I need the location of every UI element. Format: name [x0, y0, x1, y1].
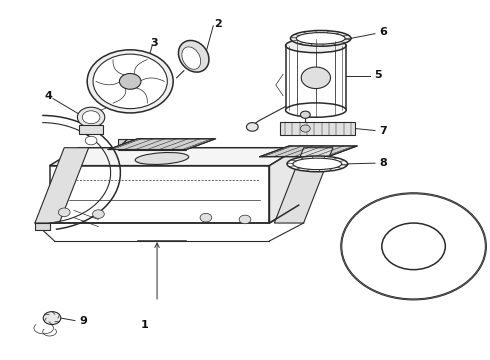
Ellipse shape — [135, 153, 189, 165]
Circle shape — [58, 208, 70, 217]
Bar — [79, 126, 103, 134]
Circle shape — [239, 215, 251, 224]
Ellipse shape — [291, 31, 351, 46]
Circle shape — [93, 210, 104, 219]
Circle shape — [87, 50, 173, 113]
Text: 4: 4 — [45, 91, 52, 101]
Text: 8: 8 — [379, 158, 387, 168]
Ellipse shape — [286, 103, 346, 117]
Text: 7: 7 — [379, 126, 387, 135]
Polygon shape — [49, 166, 270, 223]
Ellipse shape — [296, 33, 345, 44]
Circle shape — [43, 312, 61, 324]
Text: 5: 5 — [374, 70, 382, 80]
Circle shape — [300, 125, 310, 132]
Polygon shape — [35, 223, 49, 230]
Ellipse shape — [182, 47, 201, 69]
Ellipse shape — [286, 39, 346, 53]
Circle shape — [85, 136, 97, 145]
Text: 9: 9 — [80, 316, 88, 325]
Polygon shape — [35, 148, 89, 223]
Text: 1: 1 — [141, 320, 148, 330]
Polygon shape — [280, 122, 355, 135]
Polygon shape — [108, 139, 216, 149]
Bar — [118, 139, 186, 149]
Circle shape — [200, 213, 212, 222]
Ellipse shape — [287, 156, 347, 172]
Text: 2: 2 — [214, 19, 222, 29]
Polygon shape — [270, 148, 299, 223]
Polygon shape — [260, 146, 357, 157]
Circle shape — [93, 54, 167, 109]
Polygon shape — [274, 148, 333, 223]
Ellipse shape — [293, 158, 342, 170]
Text: 3: 3 — [151, 38, 158, 48]
Circle shape — [82, 111, 100, 124]
Circle shape — [77, 107, 105, 127]
Text: 6: 6 — [379, 27, 387, 37]
Circle shape — [301, 67, 331, 89]
Circle shape — [382, 223, 445, 270]
Ellipse shape — [178, 40, 209, 72]
Circle shape — [341, 193, 486, 300]
Circle shape — [300, 111, 310, 118]
Circle shape — [246, 123, 258, 131]
Polygon shape — [49, 148, 299, 166]
Circle shape — [120, 73, 141, 89]
